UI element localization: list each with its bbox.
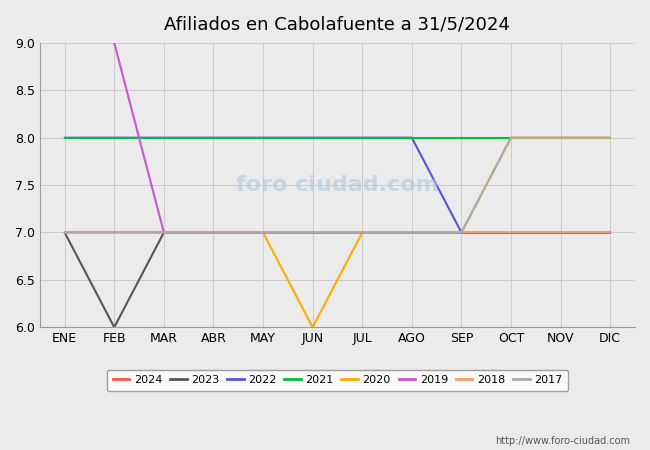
Legend: 2024, 2023, 2022, 2021, 2020, 2019, 2018, 2017: 2024, 2023, 2022, 2021, 2020, 2019, 2018… <box>107 370 568 391</box>
Text: http://www.foro-ciudad.com: http://www.foro-ciudad.com <box>495 436 630 446</box>
Text: foro ciudad.com: foro ciudad.com <box>236 175 439 195</box>
Title: Afiliados en Cabolafuente a 31/5/2024: Afiliados en Cabolafuente a 31/5/2024 <box>164 15 510 33</box>
